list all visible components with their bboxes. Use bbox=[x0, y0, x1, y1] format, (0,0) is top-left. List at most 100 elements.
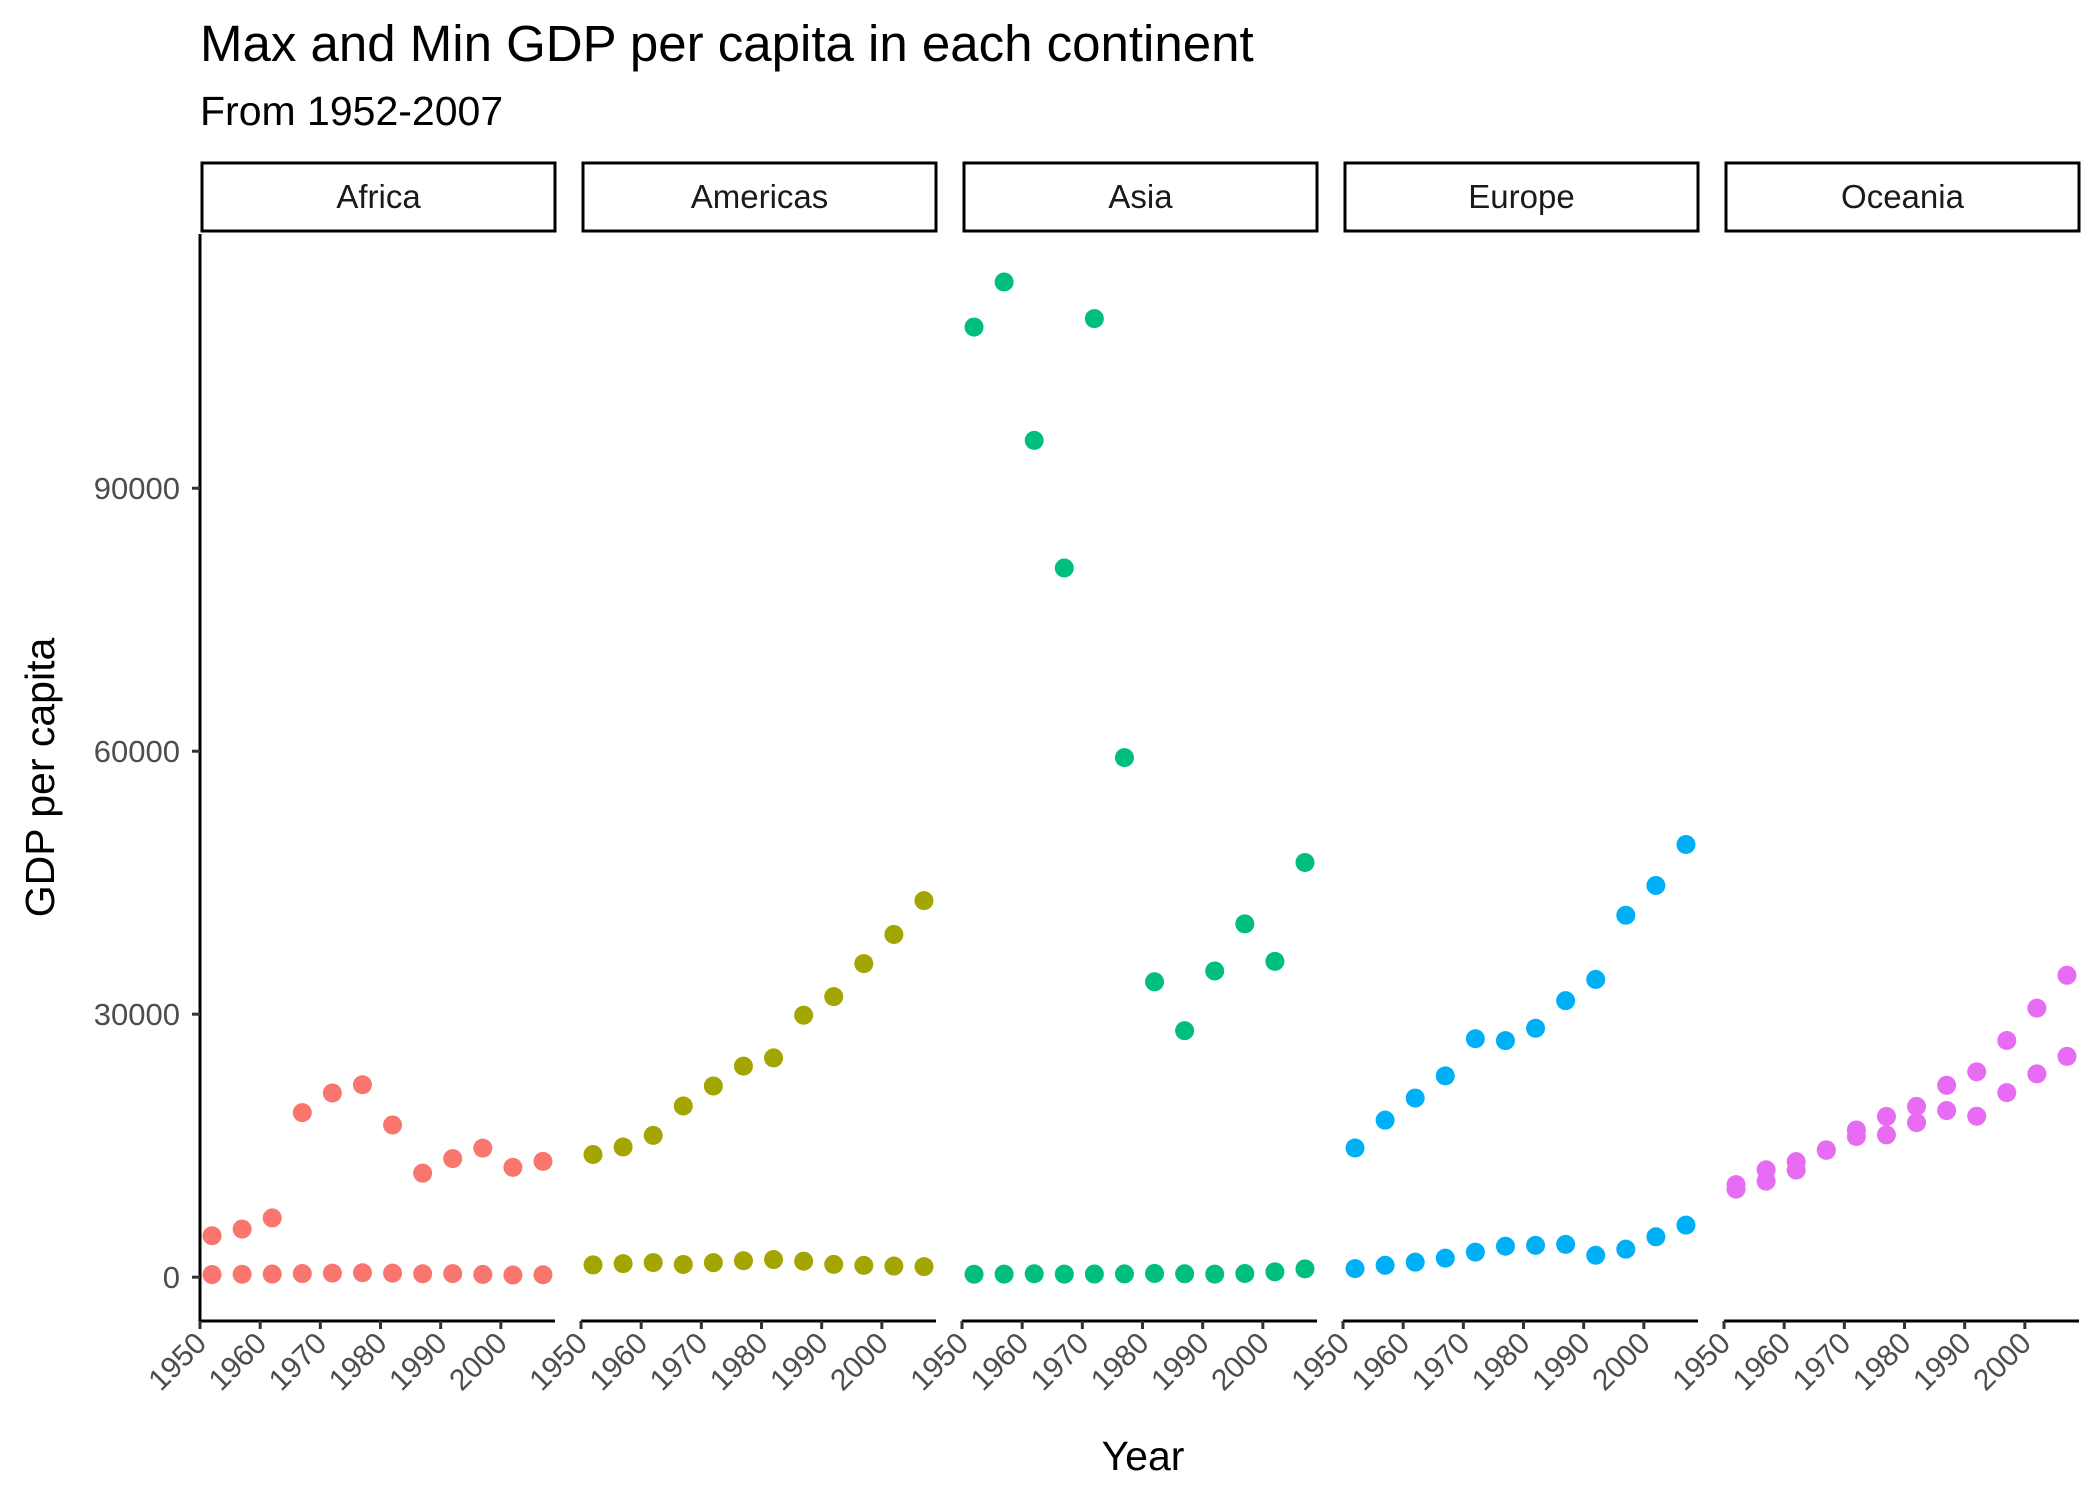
data-point-europe bbox=[1526, 1018, 1546, 1038]
data-point-africa bbox=[202, 1226, 222, 1246]
data-point-europe bbox=[1676, 1215, 1696, 1235]
x-tick-label: 1970 bbox=[1025, 1327, 1096, 1398]
data-point-asia bbox=[1235, 914, 1255, 934]
data-point-asia bbox=[1205, 961, 1225, 981]
data-point-americas bbox=[613, 1254, 633, 1274]
data-point-asia bbox=[1295, 852, 1315, 872]
data-point-asia bbox=[1175, 1021, 1195, 1041]
data-point-asia bbox=[1145, 972, 1165, 992]
data-point-europe bbox=[1586, 1245, 1606, 1265]
data-point-europe bbox=[1435, 1066, 1455, 1086]
x-tick-label: 1960 bbox=[1727, 1327, 1798, 1398]
data-point-asia bbox=[1175, 1264, 1195, 1284]
facet-label-asia: Asia bbox=[1108, 178, 1173, 215]
x-tick-label: 1990 bbox=[1145, 1327, 1216, 1398]
data-point-oceania bbox=[1846, 1127, 1866, 1147]
x-tick-label: 1970 bbox=[1406, 1327, 1477, 1398]
data-point-asia bbox=[1024, 1264, 1044, 1284]
data-point-americas bbox=[884, 924, 904, 944]
data-point-europe bbox=[1405, 1252, 1425, 1272]
x-tick-label: 1960 bbox=[203, 1327, 274, 1398]
data-point-europe bbox=[1345, 1138, 1365, 1158]
data-point-africa bbox=[322, 1263, 342, 1283]
facet-strip-asia bbox=[962, 161, 1319, 233]
data-point-americas bbox=[824, 1254, 844, 1274]
data-point-oceania bbox=[1876, 1125, 1896, 1145]
data-point-oceania bbox=[1816, 1140, 1836, 1160]
data-point-oceania bbox=[1907, 1096, 1927, 1116]
data-point-oceania bbox=[1997, 1083, 2017, 1103]
data-point-africa bbox=[503, 1157, 523, 1177]
x-tick-label: 2000 bbox=[443, 1327, 514, 1398]
data-point-asia bbox=[1265, 1262, 1285, 1282]
x-axis-title: Year bbox=[1102, 1433, 1185, 1479]
facet-label-europe: Europe bbox=[1468, 178, 1574, 215]
data-point-americas bbox=[914, 1257, 934, 1277]
y-tick-label: 30000 bbox=[94, 997, 180, 1032]
x-tick-label: 1960 bbox=[584, 1327, 655, 1398]
x-tick-label: 1980 bbox=[323, 1327, 394, 1398]
data-point-americas bbox=[794, 1251, 814, 1271]
data-point-africa bbox=[413, 1264, 433, 1284]
x-tick-label: 1980 bbox=[1085, 1327, 1156, 1398]
data-point-africa bbox=[322, 1083, 342, 1103]
x-tick-label: 1950 bbox=[904, 1327, 975, 1398]
data-point-asia bbox=[1235, 1264, 1255, 1284]
data-point-oceania bbox=[1756, 1171, 1776, 1191]
data-point-oceania bbox=[1907, 1113, 1927, 1133]
data-point-americas bbox=[854, 954, 874, 974]
data-point-europe bbox=[1435, 1248, 1455, 1268]
data-point-oceania bbox=[1937, 1075, 1957, 1095]
data-point-asia bbox=[1024, 430, 1044, 450]
data-point-americas bbox=[643, 1253, 663, 1273]
data-point-europe bbox=[1586, 969, 1606, 989]
x-tick-label: 1990 bbox=[383, 1327, 454, 1398]
data-point-europe bbox=[1465, 1242, 1485, 1262]
data-point-americas bbox=[583, 1255, 603, 1275]
facet-strip-oceania bbox=[1724, 161, 2081, 233]
data-point-americas bbox=[733, 1056, 753, 1076]
data-point-africa bbox=[262, 1208, 282, 1228]
data-point-americas bbox=[643, 1125, 663, 1145]
data-point-asia bbox=[1114, 1264, 1134, 1284]
data-point-africa bbox=[533, 1265, 553, 1285]
data-point-oceania bbox=[1786, 1160, 1806, 1180]
x-tick-label: 1960 bbox=[1346, 1327, 1417, 1398]
data-point-africa bbox=[443, 1149, 463, 1169]
data-point-europe bbox=[1556, 1234, 1576, 1254]
data-point-africa bbox=[352, 1075, 372, 1095]
x-tick-label: 1990 bbox=[1526, 1327, 1597, 1398]
data-point-asia bbox=[1054, 558, 1074, 578]
x-tick-label: 1990 bbox=[1907, 1327, 1978, 1398]
data-point-oceania bbox=[1726, 1179, 1746, 1199]
data-point-europe bbox=[1616, 905, 1636, 925]
data-point-americas bbox=[884, 1256, 904, 1276]
data-point-europe bbox=[1646, 1227, 1666, 1247]
data-point-americas bbox=[703, 1076, 723, 1096]
data-point-oceania bbox=[1937, 1101, 1957, 1121]
data-point-oceania bbox=[2027, 998, 2047, 1018]
facet-label-oceania: Oceania bbox=[1841, 178, 1965, 215]
data-point-europe bbox=[1676, 834, 1696, 854]
facet-strip-africa bbox=[200, 161, 557, 233]
data-point-africa bbox=[473, 1138, 493, 1158]
data-point-europe bbox=[1345, 1259, 1365, 1279]
y-tick-label: 60000 bbox=[94, 734, 180, 769]
x-tick-label: 1990 bbox=[764, 1327, 835, 1398]
data-point-americas bbox=[914, 891, 934, 911]
data-point-europe bbox=[1495, 1236, 1515, 1256]
data-point-europe bbox=[1465, 1029, 1485, 1049]
y-tick-label: 90000 bbox=[94, 471, 180, 506]
data-point-asia bbox=[994, 272, 1014, 292]
data-point-asia bbox=[1114, 748, 1134, 768]
data-point-africa bbox=[443, 1264, 463, 1284]
data-point-americas bbox=[703, 1253, 723, 1273]
data-point-africa bbox=[262, 1264, 282, 1284]
chart-title: Max and Min GDP per capita in each conti… bbox=[200, 15, 1254, 72]
data-point-asia bbox=[1265, 951, 1285, 971]
data-point-oceania bbox=[2057, 1046, 2077, 1066]
x-tick-label: 1960 bbox=[965, 1327, 1036, 1398]
x-tick-label: 2000 bbox=[1967, 1327, 2038, 1398]
data-point-americas bbox=[673, 1096, 693, 1116]
data-point-africa bbox=[383, 1115, 403, 1135]
